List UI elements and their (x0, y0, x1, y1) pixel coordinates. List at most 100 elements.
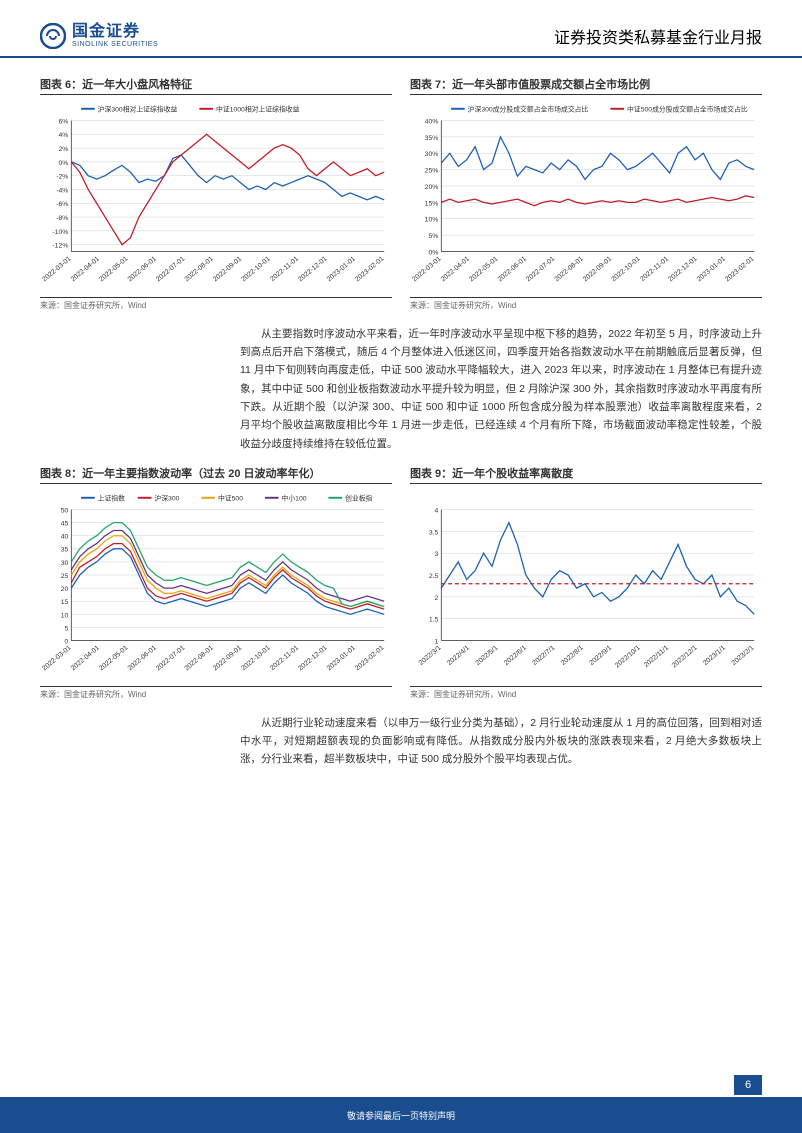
svg-text:15: 15 (61, 599, 69, 606)
document-type: 证券投资类私募基金行业月报 (554, 24, 762, 48)
svg-text:3: 3 (435, 551, 439, 558)
svg-text:2022-04-01: 2022-04-01 (70, 255, 101, 283)
svg-text:-10%: -10% (52, 229, 68, 236)
svg-text:2022-07-01: 2022-07-01 (155, 255, 186, 283)
svg-text:2023-01-01: 2023-01-01 (326, 645, 357, 673)
chart7-title: 图表 7：近一年头部市值股票成交额占全市场比例 (410, 76, 762, 92)
svg-text:2022-05-01: 2022-05-01 (98, 645, 129, 673)
svg-text:3.5: 3.5 (429, 529, 439, 536)
svg-text:2022-03-01: 2022-03-01 (411, 255, 442, 283)
svg-text:30%: 30% (425, 151, 439, 158)
svg-text:4%: 4% (58, 132, 68, 139)
svg-text:2022-07-01: 2022-07-01 (155, 645, 186, 673)
svg-text:25: 25 (61, 573, 69, 580)
svg-text:10: 10 (61, 612, 69, 619)
svg-text:50: 50 (61, 508, 69, 515)
svg-text:35: 35 (61, 547, 69, 554)
svg-text:-2%: -2% (56, 174, 68, 181)
svg-text:2023/1/1: 2023/1/1 (702, 645, 727, 668)
svg-text:2022-12-01: 2022-12-01 (667, 255, 698, 283)
paragraph-2: 从近期行业轮动速度来看（以申万一级行业分类为基础），2 月行业轮动速度从 1 月… (40, 706, 762, 781)
svg-text:2022/4/1: 2022/4/1 (446, 645, 471, 668)
chart6-svg: 沪深300相对上证综指收益中证1000相对上证综指收益-12%-10%-8%-6… (40, 99, 392, 295)
svg-text:5: 5 (65, 626, 69, 633)
svg-text:2: 2 (435, 595, 439, 602)
svg-text:2022-09-01: 2022-09-01 (582, 255, 613, 283)
svg-text:20%: 20% (425, 184, 439, 191)
svg-text:2022-10-01: 2022-10-01 (240, 255, 271, 283)
chart6-source: 来源：国金证券研究所，Wind (40, 297, 392, 311)
svg-text:中证1000相对上证综指收益: 中证1000相对上证综指收益 (216, 105, 300, 114)
svg-text:5%: 5% (428, 233, 438, 240)
svg-text:-6%: -6% (56, 201, 68, 208)
svg-text:2023-01-01: 2023-01-01 (326, 255, 357, 283)
chart7-source: 来源：国金证券研究所，Wind (410, 297, 762, 311)
svg-text:2022/10/1: 2022/10/1 (614, 645, 642, 670)
svg-text:2022/9/1: 2022/9/1 (588, 645, 613, 668)
svg-text:沪深300相对上证综指收益: 沪深300相对上证综指收益 (98, 105, 178, 114)
svg-text:2022-08-01: 2022-08-01 (554, 255, 585, 283)
chart6-box: 沪深300相对上证综指收益中证1000相对上证综指收益-12%-10%-8%-6… (40, 94, 392, 295)
logo-cn-text: 国金证券 (72, 23, 158, 41)
svg-text:2022/3/1: 2022/3/1 (418, 645, 443, 668)
svg-text:2022/7/1: 2022/7/1 (531, 645, 556, 668)
svg-text:15%: 15% (425, 200, 439, 207)
svg-text:2022-06-01: 2022-06-01 (497, 255, 528, 283)
svg-text:中小100: 中小100 (282, 494, 307, 503)
svg-text:2022-06-01: 2022-06-01 (127, 255, 158, 283)
svg-text:2022-10-01: 2022-10-01 (610, 255, 641, 283)
svg-text:2023/2/1: 2023/2/1 (731, 645, 756, 668)
company-logo-icon (40, 23, 66, 49)
svg-text:2022/6/1: 2022/6/1 (503, 645, 528, 668)
paragraph-1: 从主要指数时序波动水平来看，近一年时序波动水平呈现中枢下移的趋势，2022 年初… (40, 317, 762, 466)
footer-text: 敬请参阅最后一页特别声明 (347, 1109, 455, 1122)
svg-text:-8%: -8% (56, 215, 68, 222)
svg-text:2022-12-01: 2022-12-01 (297, 645, 328, 673)
svg-text:40%: 40% (425, 118, 439, 125)
svg-text:2022-06-01: 2022-06-01 (127, 645, 158, 673)
svg-text:2022/5/1: 2022/5/1 (475, 645, 500, 668)
svg-text:35%: 35% (425, 135, 439, 142)
chart8-title: 图表 8：近一年主要指数波动率（过去 20 日波动率年化） (40, 465, 392, 481)
svg-text:2022-05-01: 2022-05-01 (468, 255, 499, 283)
svg-text:2022-09-01: 2022-09-01 (212, 255, 243, 283)
content-area: 图表 6：近一年大小盘风格特征 沪深300相对上证综指收益 中证1000相对上证综… (0, 58, 802, 781)
svg-text:2022/12/1: 2022/12/1 (671, 645, 699, 670)
chart6-title: 图表 6：近一年大小盘风格特征 (40, 76, 392, 92)
chart7-svg: 沪深300成分股成交额占全市场成交占比中证500成分股成交额占全市场成交占比0%… (410, 99, 762, 295)
chart9-title: 图表 9：近一年个股收益率离散度 (410, 465, 762, 481)
svg-text:2022-04-01: 2022-04-01 (440, 255, 471, 283)
page-number: 6 (734, 1075, 762, 1095)
svg-text:2022-09-01: 2022-09-01 (212, 645, 243, 673)
svg-text:2023-01-01: 2023-01-01 (696, 255, 727, 283)
svg-text:2023-02-01: 2023-02-01 (724, 255, 755, 283)
svg-text:20: 20 (61, 586, 69, 593)
chart7-box: 沪深300成分股成交额占全市场成交占比中证500成分股成交额占全市场成交占比0%… (410, 94, 762, 295)
svg-text:2023-02-01: 2023-02-01 (354, 255, 385, 283)
logo-en-text: SINOLINK SECURITIES (72, 41, 158, 49)
svg-text:0%: 0% (58, 160, 68, 167)
svg-text:2022/11/1: 2022/11/1 (643, 645, 671, 670)
svg-text:中证500: 中证500 (218, 494, 243, 503)
chart8-svg: 上证指数沪深300中证500中小100创业板指05101520253035404… (40, 488, 392, 684)
svg-text:创业板指: 创业板指 (345, 494, 372, 503)
chart8-box: 上证指数沪深300中证500中小100创业板指05101520253035404… (40, 483, 392, 684)
svg-text:2022-11-01: 2022-11-01 (269, 255, 300, 283)
chart9-svg: 11.522.533.542022/3/12022/4/12022/5/1202… (410, 488, 762, 684)
svg-text:6%: 6% (58, 118, 68, 125)
svg-text:2023-02-01: 2023-02-01 (354, 645, 385, 673)
chart9-box: 11.522.533.542022/3/12022/4/12022/5/1202… (410, 483, 762, 684)
svg-text:2022-07-01: 2022-07-01 (525, 255, 556, 283)
svg-text:2022-03-01: 2022-03-01 (41, 645, 72, 673)
svg-text:-4%: -4% (56, 187, 68, 194)
logo: 国金证券 SINOLINK SECURITIES (40, 23, 158, 49)
chart9-source: 来源：国金证券研究所，Wind (410, 686, 762, 700)
svg-text:2022-12-01: 2022-12-01 (297, 255, 328, 283)
svg-text:1.5: 1.5 (429, 617, 439, 624)
svg-text:2.5: 2.5 (429, 573, 439, 580)
svg-text:2022-11-01: 2022-11-01 (269, 645, 300, 673)
svg-text:2022-08-01: 2022-08-01 (184, 255, 215, 283)
svg-text:2022-08-01: 2022-08-01 (184, 645, 215, 673)
svg-text:上证指数: 上证指数 (98, 494, 125, 503)
svg-text:中证500成分股成交额占全市场成交占比: 中证500成分股成交额占全市场成交占比 (627, 105, 748, 114)
